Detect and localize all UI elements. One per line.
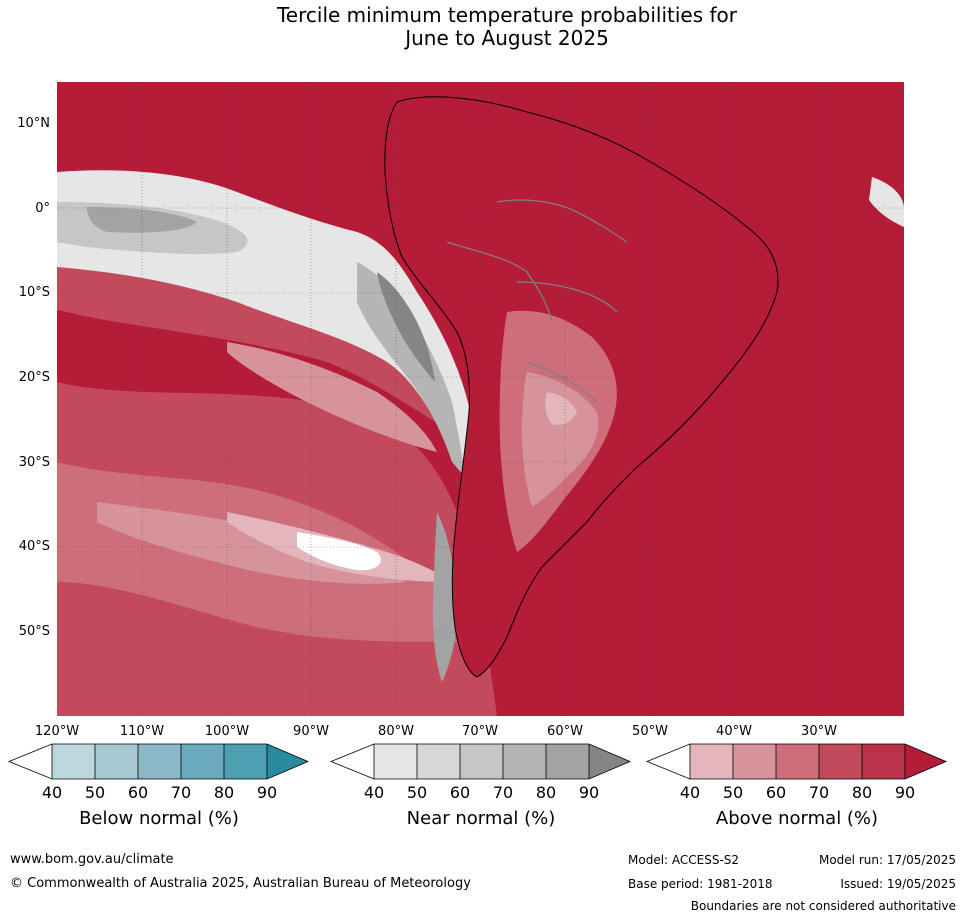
colorbar-above-seg-3 [776, 744, 819, 779]
colorbar-near-seg-4 [503, 744, 546, 779]
colorbar-near-label: Near normal (%) [406, 808, 556, 829]
colorbar-below-seg-4 [181, 744, 224, 779]
below-tick-80: 80 [213, 783, 235, 802]
lon-label-80w: 80°W [378, 724, 414, 739]
below-tick-70: 70 [170, 783, 192, 802]
lat-label-20s: 20°S [18, 370, 50, 385]
near-80-region-chile [432, 512, 457, 682]
footer-website: www.bom.gov.au/climate [10, 852, 174, 867]
lon-label-120w: 120°W [34, 724, 80, 739]
map-title-line1: Tercile minimum temperature probabilitie… [276, 3, 738, 27]
graticule [57, 82, 904, 716]
above-tick-80: 80 [851, 783, 873, 802]
near-tick-40: 40 [363, 783, 385, 802]
above-tick-60: 60 [765, 783, 787, 802]
near-tick-60: 60 [449, 783, 471, 802]
lon-label-50w: 50°W [632, 724, 668, 739]
colorbar-near-seg-2 [417, 744, 460, 779]
footer-disclaimer: Boundaries are not considered authoritat… [690, 899, 956, 913]
above-50-region-interior [545, 392, 577, 425]
near-tick-70: 70 [492, 783, 514, 802]
lon-label-30w: 30°W [801, 724, 837, 739]
colorbar-below-seg-2 [95, 744, 138, 779]
lon-label-100w: 100°W [204, 724, 250, 739]
lat-label-50s: 50°S [18, 624, 50, 639]
country-borders [446, 199, 628, 403]
footer-issued: Issued: 19/05/2025 [840, 877, 956, 891]
colorbar-below-seg-3 [138, 744, 181, 779]
near-tick-80: 80 [535, 783, 557, 802]
map-title: Tercile minimum temperature probabilitie… [0, 4, 965, 50]
lat-label-10s: 10°S [18, 285, 50, 300]
footer-copyright: © Commonwealth of Australia 2025, Austra… [10, 876, 471, 891]
colorbar-below-seg-1 [52, 744, 95, 779]
colorbar-below-seg-5 [224, 744, 267, 779]
above-tick-40: 40 [679, 783, 701, 802]
below-tick-90: 90 [256, 783, 278, 802]
near-tick-90: 90 [578, 783, 600, 802]
colorbar-below-seg-0 [9, 744, 52, 779]
lat-label-10n: 10°N [17, 116, 50, 131]
map-svg [57, 82, 904, 716]
colorbar-above-seg-2 [733, 744, 776, 779]
below-tick-50: 50 [84, 783, 106, 802]
near-tick-50: 50 [406, 783, 428, 802]
lon-label-110w: 110°W [119, 724, 165, 739]
white-patch-pacific [297, 532, 381, 571]
above-tick-90: 90 [894, 783, 916, 802]
lon-label-60w: 60°W [547, 724, 583, 739]
footer-model: Model: ACCESS-S2 [628, 853, 740, 867]
near-40-region-atlantic [869, 177, 904, 227]
colorbar-below-label: Below normal (%) [79, 808, 239, 829]
colorbar-above [646, 743, 948, 781]
above-80-region-pacific [57, 247, 452, 432]
above-60-region-pacific [227, 342, 437, 452]
above-tick-70: 70 [808, 783, 830, 802]
colorbar-above-seg-1 [690, 744, 733, 779]
colorbar-near-seg-1 [374, 744, 417, 779]
footer-base-period: Base period: 1981-2018 [628, 877, 773, 891]
near-90-region-coast [377, 272, 435, 382]
colorbar-near [330, 743, 632, 781]
map-title-line2: June to August 2025 [405, 26, 609, 50]
colorbar-below [8, 743, 310, 781]
lat-label-0: 0° [35, 201, 50, 216]
lat-label-30s: 30°S [18, 455, 50, 470]
lon-label-40w: 40°W [716, 724, 752, 739]
colorbar-near-seg-6 [589, 744, 630, 779]
lat-label-40s: 40°S [18, 539, 50, 554]
lon-label-90w: 90°W [293, 724, 329, 739]
colorbar-below-seg-6 [267, 744, 308, 779]
below-tick-40: 40 [41, 783, 63, 802]
colorbar-near-seg-5 [546, 744, 589, 779]
near-80-region-equator [87, 207, 197, 233]
lon-label-70w: 70°W [462, 724, 498, 739]
near-70-region-coast [357, 262, 465, 477]
above-tick-50: 50 [722, 783, 744, 802]
colorbar-near-seg-0 [331, 744, 374, 779]
colorbar-above-seg-0 [647, 744, 690, 779]
colorbar-above-label: Above normal (%) [715, 808, 879, 829]
colorbar-above-seg-6 [905, 744, 946, 779]
footer-model-run: Model run: 17/05/2025 [818, 853, 956, 867]
colorbar-above-seg-5 [862, 744, 905, 779]
below-tick-60: 60 [127, 783, 149, 802]
probability-map [57, 82, 904, 716]
above-60-region-interior [521, 372, 599, 507]
colorbar-above-seg-4 [819, 744, 862, 779]
colorbar-near-seg-3 [460, 744, 503, 779]
